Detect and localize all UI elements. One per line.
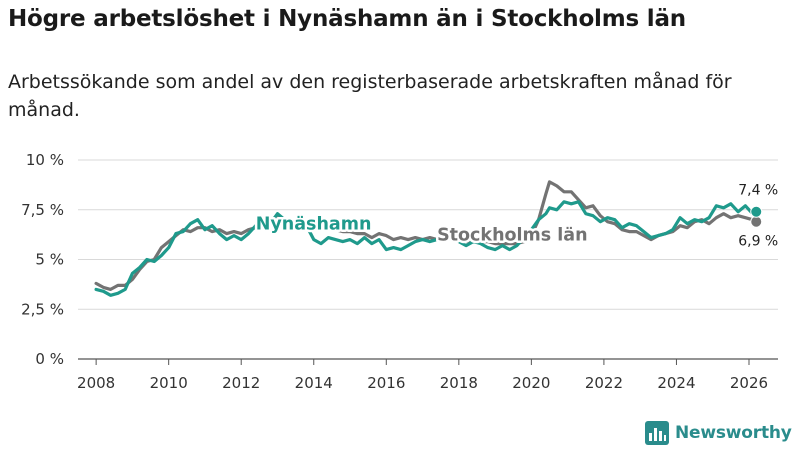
chart-title: Högre arbetslöshet i Nynäshamn än i Stoc… [8,6,686,32]
bar-chart-logo-icon [645,421,669,445]
x-tick-label: 2026 [730,374,768,392]
series-lines [94,180,758,297]
data-labels: 6,9 % 7,4 % Stockholms län Nynäshamn [253,183,778,250]
series-label-nynashamn: Nynäshamn [256,215,372,235]
axes: 0 % 2,5 % 5 % 7,5 % 10 % 2008 2010 2012 2014 2016… [21,151,768,392]
x-tick-label: 2008 [77,374,115,392]
x-tick-label: 2024 [657,374,695,392]
x-tick-label: 2014 [295,374,333,392]
x-tick-label: 2020 [512,374,550,392]
y-tick-label: 5 % [35,251,64,269]
newsworthy-logo[interactable]: Newsworthy [645,420,792,446]
brand-name: Newsworthy [675,423,792,443]
end-value-label-nynashamn: 7,4 % [738,183,778,199]
end-point-nynashamn [750,205,763,218]
x-tick-label: 2022 [585,374,623,392]
end-point-stockholms-lan [750,215,763,228]
gridlines [78,159,778,360]
x-tick-label: 2010 [150,374,188,392]
y-tick-label: 0 % [35,350,64,368]
y-tick-label: 7,5 % [21,201,64,219]
y-tick-label: 10 % [26,151,64,169]
x-tick-label: 2012 [222,374,260,392]
chart-subtitle: Arbetssökande som andel av den registerb… [8,71,732,121]
x-tick-label: 2016 [367,374,405,392]
series-line-nynashamn [94,200,758,297]
end-value-label-stockholms-lan: 6,9 % [738,234,778,250]
x-tick-label: 2018 [440,374,478,392]
y-tick-label: 2,5 % [21,300,64,318]
series-label-stockholms-lan: Stockholms län [437,226,588,246]
